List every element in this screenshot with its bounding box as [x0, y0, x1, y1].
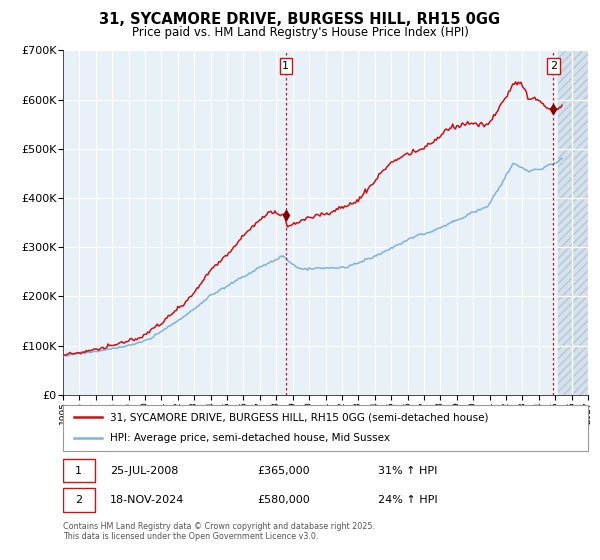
Text: Contains HM Land Registry data © Crown copyright and database right 2025.
This d: Contains HM Land Registry data © Crown c…	[63, 522, 375, 542]
Text: 31, SYCAMORE DRIVE, BURGESS HILL, RH15 0GG: 31, SYCAMORE DRIVE, BURGESS HILL, RH15 0…	[100, 12, 500, 27]
Bar	[63, 459, 95, 482]
Text: 2: 2	[550, 60, 557, 71]
Text: 1: 1	[75, 465, 82, 475]
Text: 31% ↑ HPI: 31% ↑ HPI	[378, 465, 437, 475]
Text: 2: 2	[75, 495, 82, 505]
Text: Price paid vs. HM Land Registry's House Price Index (HPI): Price paid vs. HM Land Registry's House …	[131, 26, 469, 39]
Text: 1: 1	[282, 60, 289, 71]
Text: 25-JUL-2008: 25-JUL-2008	[110, 465, 179, 475]
Text: HPI: Average price, semi-detached house, Mid Sussex: HPI: Average price, semi-detached house,…	[110, 433, 390, 444]
Bar	[63, 488, 95, 512]
Text: £365,000: £365,000	[257, 465, 310, 475]
Text: 18-NOV-2024: 18-NOV-2024	[110, 495, 185, 505]
Text: 24% ↑ HPI: 24% ↑ HPI	[378, 495, 437, 505]
Text: £580,000: £580,000	[257, 495, 310, 505]
Text: 31, SYCAMORE DRIVE, BURGESS HILL, RH15 0GG (semi-detached house): 31, SYCAMORE DRIVE, BURGESS HILL, RH15 0…	[110, 412, 489, 422]
